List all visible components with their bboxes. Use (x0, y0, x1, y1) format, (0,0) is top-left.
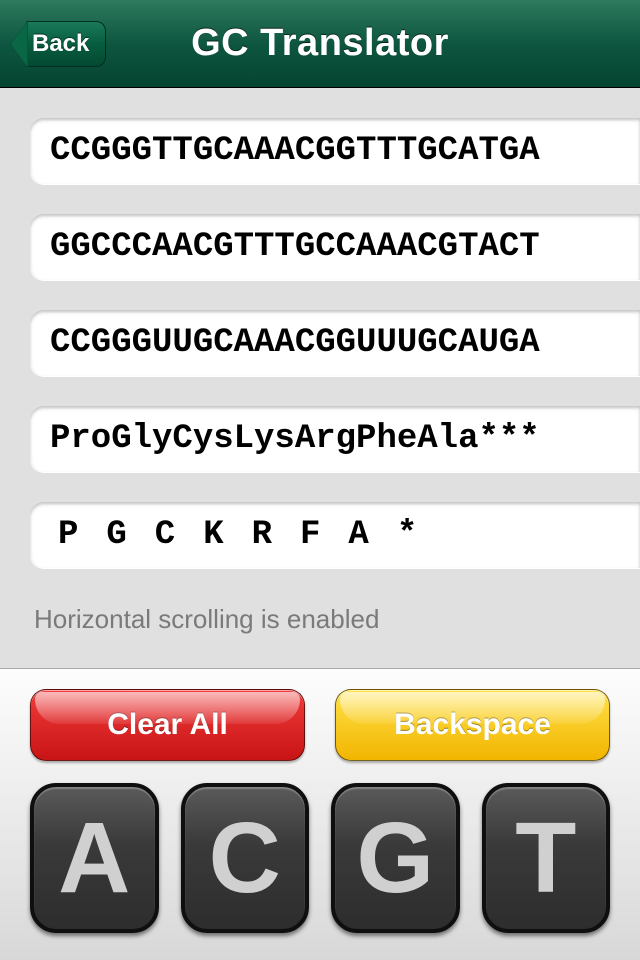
nucleotide-a-button[interactable]: A (30, 783, 159, 933)
keyboard-panel: Clear All Backspace A C G T (0, 668, 640, 960)
action-row: Clear All Backspace (30, 689, 610, 761)
back-arrow-icon (10, 20, 28, 68)
back-button-label: Back (26, 21, 106, 67)
scroll-hint: Horizontal scrolling is enabled (30, 598, 640, 635)
protein-long-field[interactable]: ProGlyCysLysArgPheAla*** (30, 406, 640, 472)
dna-antisense-field[interactable]: GGCCCAACGTTTGCCAAACGTACT (30, 214, 640, 280)
backspace-button[interactable]: Backspace (335, 689, 610, 761)
nucleotide-row: A C G T (30, 783, 610, 933)
nucleotide-g-button[interactable]: G (331, 783, 460, 933)
content-area: CCGGGTTGCAAACGGTTTGCATGA GGCCCAACGTTTGCC… (0, 88, 640, 635)
back-button[interactable]: Back (10, 20, 106, 68)
nucleotide-c-button[interactable]: C (181, 783, 310, 933)
header-bar: Back GC Translator (0, 0, 640, 88)
dna-sense-field[interactable]: CCGGGTTGCAAACGGTTTGCATGA (30, 118, 640, 184)
clear-all-button[interactable]: Clear All (30, 689, 305, 761)
rna-field[interactable]: CCGGGUUGCAAACGGUUUGCAUGA (30, 310, 640, 376)
nucleotide-t-button[interactable]: T (482, 783, 611, 933)
protein-short-field[interactable]: PGCKRFA* (30, 502, 640, 568)
